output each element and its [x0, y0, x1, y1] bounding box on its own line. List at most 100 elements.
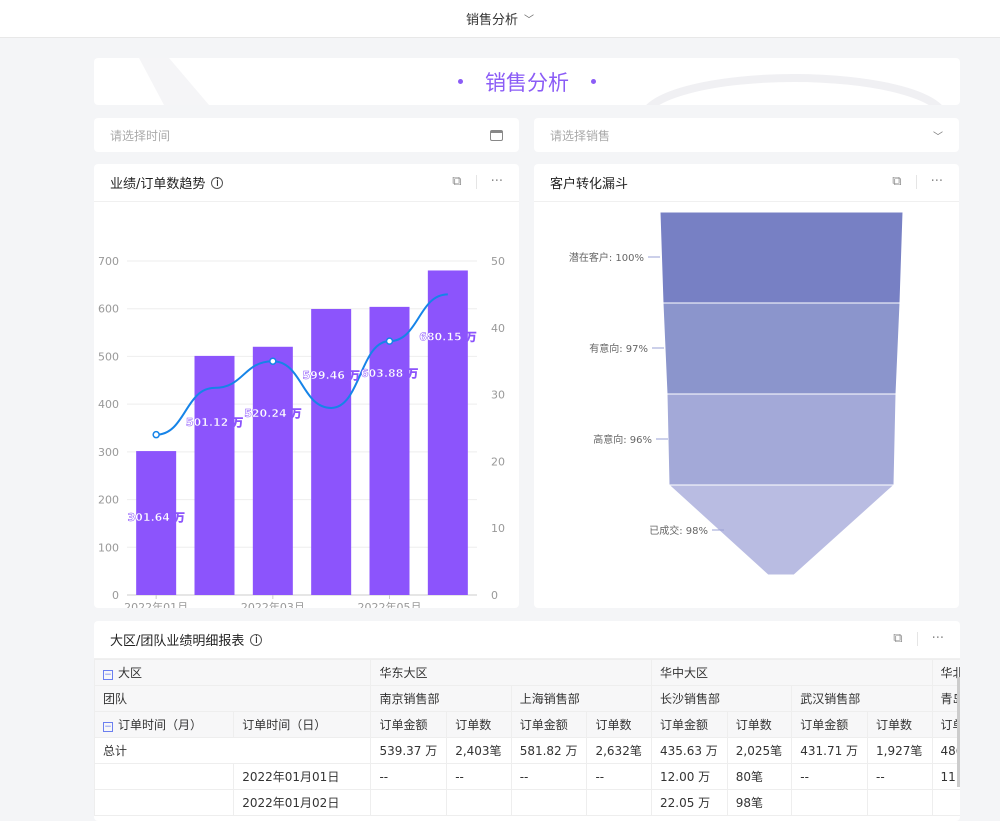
divider: [916, 631, 918, 646]
bar: [427, 270, 468, 595]
day-header: 订单时间（日）: [233, 711, 372, 738]
scrollbar[interactable]: [957, 677, 960, 787]
value-cell: 98笔: [726, 789, 793, 816]
pivot-table: −大区华东大区华中大区华北大区 团队南京销售部上海销售部长沙销售部武汉销售部青岛…: [94, 659, 960, 816]
date-cell: 2022年01月01日: [233, 763, 372, 790]
x-tick-label: 2022年05月: [358, 600, 422, 608]
value-cell: [370, 789, 448, 816]
banner-title: 销售分析: [485, 70, 569, 95]
measure-header: 订单金额: [510, 711, 588, 738]
more-icon[interactable]: ···: [931, 631, 944, 646]
team: 长沙销售部: [650, 685, 793, 712]
measure-header: 订单金额: [931, 711, 960, 738]
chevron-down-icon: ﹀: [933, 131, 943, 143]
time-picker[interactable]: 请选择时间: [94, 118, 519, 152]
bar: [194, 355, 235, 595]
value-cell: 22.05 万: [650, 789, 728, 816]
info-icon[interactable]: i: [211, 176, 224, 189]
bar-label: 603.88 万: [361, 367, 418, 380]
info-icon[interactable]: i: [250, 633, 263, 646]
measure-header: 订单数: [726, 711, 793, 738]
funnel-stage: [659, 211, 904, 304]
y-tick-left: 500: [98, 350, 119, 363]
top-bar[interactable]: 销售分析 ﹀: [0, 0, 1000, 38]
y-tick-left: 0: [112, 589, 119, 602]
month-cell: [94, 789, 235, 816]
total-cell: 2,403笔: [446, 737, 512, 764]
trend-chart: 0 100 200 300 400 500 600 700 0 10 20 30 40 50 2022年01…: [98, 255, 505, 639]
y-tick-right: 50: [491, 255, 505, 268]
y-tick-left: 400: [98, 398, 119, 411]
region-label: 大区: [118, 666, 143, 680]
x-tick-label: 2022年01月: [124, 600, 188, 608]
trend-title: 业绩/订单数趋势: [110, 177, 206, 192]
y-tick-left: 100: [98, 541, 119, 554]
bar-label: 599.46 万: [303, 369, 360, 382]
funnel-card: 客户转化漏斗 ⧉ ··· 潜在客户: 100%潜在客户有意向: 97%有意向高意向…: [534, 164, 959, 638]
value-cell: [791, 789, 869, 816]
calendar-icon: [490, 129, 503, 141]
total-label: 总计: [94, 737, 372, 764]
value-cell: [510, 789, 588, 816]
y-tick-left: 300: [98, 446, 119, 459]
measure-header: 订单数: [867, 711, 933, 738]
x-tick-label: 2022年03月: [241, 600, 305, 608]
value-cell: --: [510, 763, 588, 790]
expand-icon[interactable]: ⧉: [892, 174, 902, 189]
funnel-label: 已成交: 98%: [649, 524, 708, 537]
value-cell: [931, 789, 960, 816]
expand-icon[interactable]: ⧉: [452, 174, 462, 189]
region-north: 华北大区: [931, 659, 960, 686]
team: 南京销售部: [370, 685, 512, 712]
more-icon[interactable]: ···: [490, 174, 503, 189]
funnel-stage: [662, 302, 901, 395]
total-cell: 2,025笔: [726, 737, 793, 764]
measure-header: 订单金额: [370, 711, 448, 738]
value-cell: [446, 789, 512, 816]
value-cell: 80笔: [726, 763, 793, 790]
region-header[interactable]: − 大区: [94, 659, 372, 686]
banner: 销售分析: [94, 58, 960, 105]
collapse-icon[interactable]: −: [103, 670, 113, 680]
funnel-chart: 潜在客户: 100%潜在客户有意向: 97%有意向高意向: 96%高意向已成交:…: [569, 211, 904, 638]
report-title: 大区/团队业绩明细报表: [110, 634, 245, 649]
funnel-label: 有意向: 97%: [589, 342, 648, 355]
divider: [915, 174, 917, 189]
month-header[interactable]: − 订单时间（月）: [94, 711, 235, 738]
funnel-title: 客户转化漏斗: [550, 177, 629, 192]
funnel-label: 高意向: 96%: [593, 433, 652, 446]
divider: [475, 174, 477, 189]
month-cell: [94, 763, 235, 790]
value-cell: --: [370, 763, 448, 790]
value-cell: --: [446, 763, 512, 790]
y-tick-left: 200: [98, 494, 119, 507]
total-cell: 486.0: [931, 737, 960, 764]
dot-left: [458, 79, 463, 84]
dashboard-title: 销售分析: [465, 13, 518, 28]
dot-right: [591, 79, 596, 84]
value-cell: --: [586, 763, 652, 790]
date-cell: 2022年01月02日: [233, 789, 372, 816]
banner-decoration: [139, 58, 942, 105]
funnel-label: 潜在客户: 100%: [569, 251, 644, 264]
sales-select[interactable]: 请选择销售 ﹀: [534, 118, 959, 152]
more-icon[interactable]: ···: [930, 174, 943, 189]
value-cell: --: [867, 763, 933, 790]
total-cell: 539.37 万: [370, 737, 448, 764]
team-header: 团队: [94, 685, 372, 712]
team: 上海销售部: [510, 685, 652, 712]
bar: [252, 346, 293, 595]
line-point: [269, 357, 277, 365]
value-cell: 11.07: [931, 763, 960, 790]
bar-label: 301.64 万: [128, 511, 185, 524]
y-tick-left: 700: [98, 255, 119, 268]
expand-icon[interactable]: ⧉: [893, 631, 903, 646]
y-tick-right: 30: [491, 389, 505, 402]
collapse-icon[interactable]: −: [103, 722, 113, 732]
time-placeholder: 请选择时间: [110, 128, 171, 143]
value-cell: [867, 789, 933, 816]
total-cell: 1,927笔: [867, 737, 933, 764]
team: 青岛销售部: [931, 685, 960, 712]
total-cell: 2,632笔: [586, 737, 652, 764]
sales-placeholder: 请选择销售: [550, 128, 611, 143]
